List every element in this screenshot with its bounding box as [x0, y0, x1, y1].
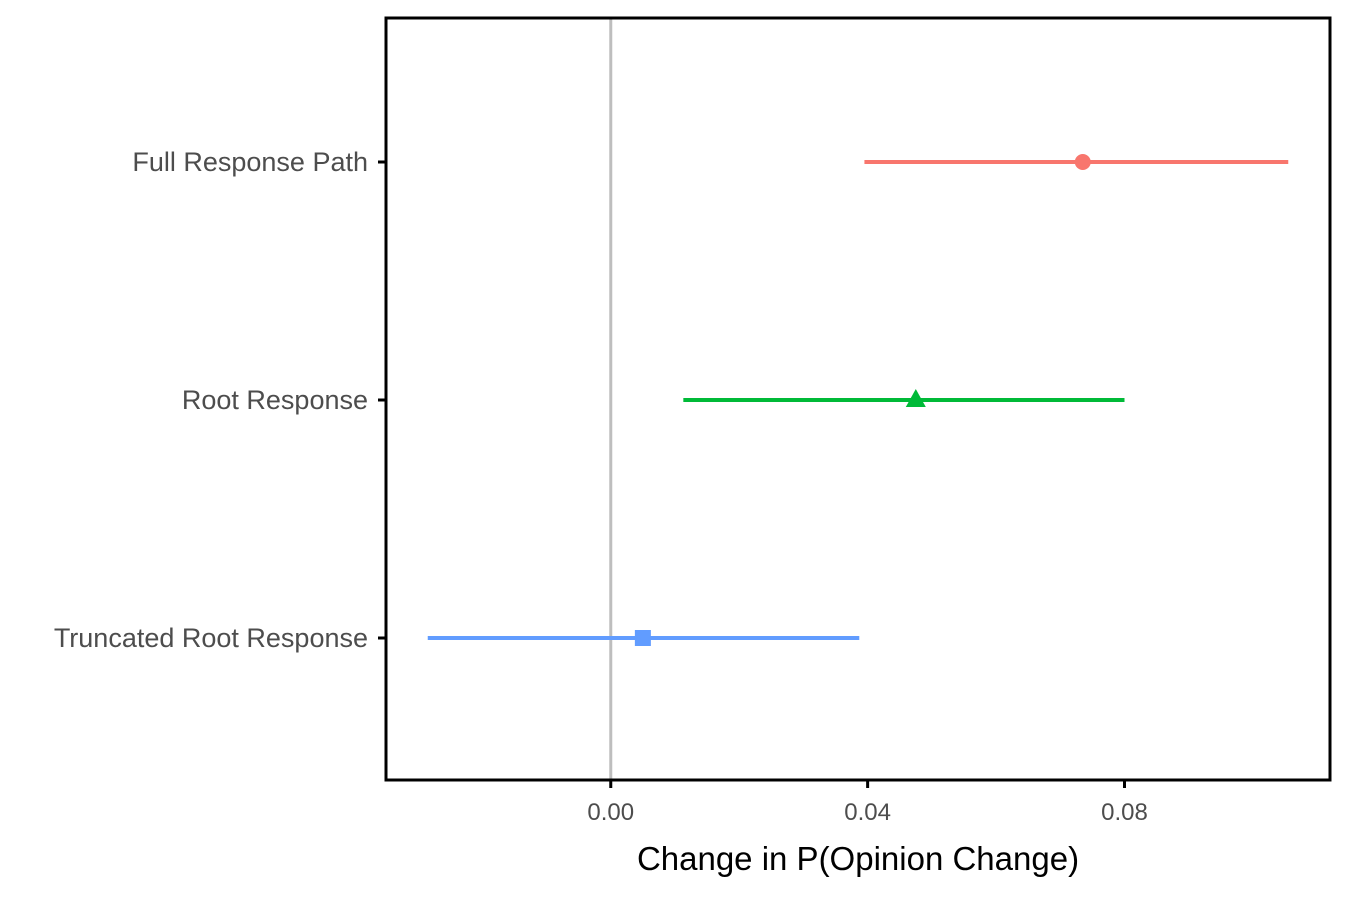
x-tick-label: 0.00	[587, 799, 634, 826]
x-axis: 0.00 0.04 0.08	[587, 780, 1148, 826]
x-tick-label: 0.04	[844, 799, 891, 826]
y-tick-label: Truncated Root Response	[54, 623, 368, 653]
estimate-group	[634, 154, 1091, 646]
y-tick-label: Root Response	[182, 385, 368, 415]
y-axis: Full Response Path Root Response Truncated…	[54, 147, 386, 653]
y-tick-label: Full Response Path	[132, 147, 368, 177]
x-axis-title: Change in P(Opinion Change)	[637, 840, 1079, 877]
x-tick-label: 0.08	[1101, 799, 1148, 826]
point-estimate	[634, 630, 651, 646]
point-estimate	[905, 389, 926, 407]
point-estimate	[1074, 154, 1091, 170]
interval-group	[427, 160, 1289, 640]
